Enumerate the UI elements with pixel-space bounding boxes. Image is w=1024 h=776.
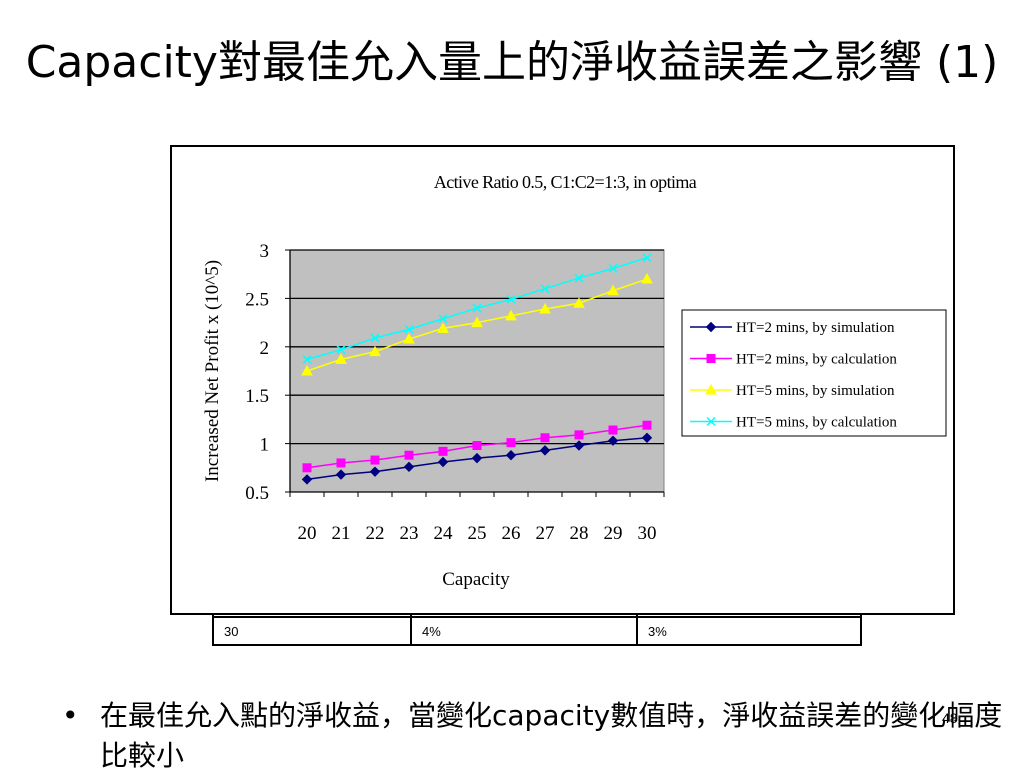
data-point xyxy=(301,474,313,485)
data-point xyxy=(641,432,653,443)
x-tick-label: 23 xyxy=(400,523,419,544)
legend-marker xyxy=(706,354,716,363)
legend-item: HT=5 mins, by simulation xyxy=(690,383,895,399)
data-point xyxy=(370,455,380,465)
legend-label: HT=5 mins, by calculation xyxy=(736,415,897,431)
x-tick-label: 22 xyxy=(366,523,385,544)
y-tick-label: 2.5 xyxy=(245,289,269,310)
data-point xyxy=(539,445,551,456)
legend-marker xyxy=(705,321,717,333)
y-tick-label: 0.5 xyxy=(245,483,269,504)
x-tick-label: 30 xyxy=(638,523,657,544)
axes: 0.5 1 1.5 2 2.5 3 20 21 22 23 24 25 26 27 28 29 30 xyxy=(245,241,665,544)
chart-title: Active Ratio 0.5, C1:C2=1:3, in optima xyxy=(434,172,697,192)
data-point xyxy=(438,314,448,324)
legend-marker xyxy=(706,416,716,427)
data-point xyxy=(608,425,618,435)
x-tick-label: 20 xyxy=(298,523,317,544)
x-tick-label: 24 xyxy=(434,523,454,544)
data-point xyxy=(369,466,381,477)
y-axis-label: Increased Net Profit x (10^5) xyxy=(202,260,223,482)
data-point xyxy=(505,450,517,461)
data-point xyxy=(336,345,346,355)
table-row: 30 4% 3% xyxy=(212,616,862,646)
data-point xyxy=(335,469,347,480)
data-point xyxy=(404,324,414,334)
plot-area xyxy=(289,249,665,493)
data-point xyxy=(539,303,551,314)
bullet-marker: • xyxy=(62,699,79,732)
data-point xyxy=(506,294,516,304)
x-tick-label: 29 xyxy=(604,523,623,544)
data-point xyxy=(370,333,380,343)
data-point xyxy=(573,297,585,308)
page-number: 48 xyxy=(942,710,958,726)
data-point xyxy=(540,433,550,443)
legend-item: HT=5 mins, by calculation xyxy=(690,415,897,431)
data-point xyxy=(607,284,619,296)
series-3 xyxy=(301,273,653,376)
data-point xyxy=(403,333,415,344)
series-group xyxy=(301,253,653,485)
y-tick-label: 3 xyxy=(260,241,270,262)
chart-frame: Active Ratio 0.5, C1:C2=1:3, in optima 0… xyxy=(170,145,955,615)
data-point xyxy=(540,284,550,294)
data-point xyxy=(404,450,414,460)
data-point xyxy=(301,364,313,376)
data-point xyxy=(573,440,585,451)
series-1 xyxy=(301,432,653,485)
legend-item: HT=2 mins, by calculation xyxy=(690,352,897,368)
y-tick-label: 2 xyxy=(260,338,270,359)
data-point xyxy=(505,309,517,321)
legend: HT=2 mins, by simulation HT=2 mins, by ca… xyxy=(690,320,897,431)
data-point xyxy=(437,456,449,468)
data-point xyxy=(574,273,584,283)
data-point xyxy=(608,263,618,273)
table-cell: 4% xyxy=(410,616,638,646)
x-tick-label: 27 xyxy=(536,523,555,544)
legend-label: HT=2 mins, by calculation xyxy=(736,352,897,368)
data-point xyxy=(472,441,482,451)
data-point xyxy=(642,420,652,430)
data-point xyxy=(437,322,449,333)
data-point xyxy=(472,303,482,313)
series-2 xyxy=(302,420,652,473)
data-point xyxy=(641,273,653,284)
data-point xyxy=(471,452,483,464)
y-tick-label: 1.5 xyxy=(245,386,269,407)
data-point xyxy=(335,353,347,364)
line-chart: Active Ratio 0.5, C1:C2=1:3, in optima 0… xyxy=(202,172,947,590)
table-cell: 30 xyxy=(212,616,412,646)
bullet-text: 在最佳允入點的淨收益，當變化capacity數值時，淨收益誤差的變化幅度比較小 xyxy=(100,699,1003,772)
legend-marker xyxy=(705,383,717,395)
data-point xyxy=(471,316,483,328)
legend-label: HT=5 mins, by simulation xyxy=(736,383,895,399)
data-point xyxy=(403,461,415,473)
series-4 xyxy=(302,253,652,364)
data-point xyxy=(574,430,584,440)
y-tick-label: 1 xyxy=(260,435,270,456)
x-tick-label: 26 xyxy=(502,523,521,544)
data-point xyxy=(506,438,516,448)
legend-box xyxy=(681,309,947,437)
data-point xyxy=(642,253,652,263)
table-cell: 3% xyxy=(636,616,862,646)
data-point xyxy=(438,446,448,456)
x-tick-label: 25 xyxy=(468,523,487,544)
data-point xyxy=(607,435,619,446)
data-point xyxy=(302,354,312,364)
x-tick-label: 21 xyxy=(332,523,351,544)
data-point xyxy=(302,463,312,473)
data-point xyxy=(336,458,346,468)
x-axis-label: Capacity xyxy=(442,569,510,590)
slide-title: Capacity對最佳允入量上的淨收益誤差之影響 (1) xyxy=(25,37,999,88)
legend-item: HT=2 mins, by simulation xyxy=(690,320,895,336)
legend-label: HT=2 mins, by simulation xyxy=(736,320,895,336)
data-point xyxy=(369,345,381,357)
x-tick-label: 28 xyxy=(570,523,589,544)
